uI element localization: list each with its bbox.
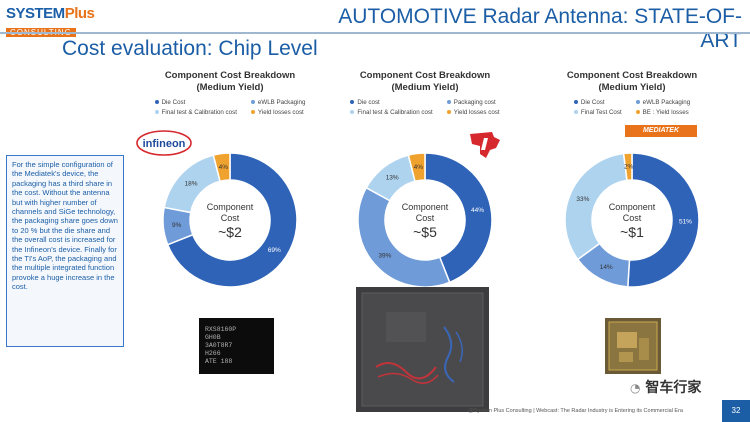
chip-mark-line: RXS8160P [205, 326, 237, 333]
legend-item: eWLB Packaging [635, 98, 690, 108]
legend-swatch [573, 110, 578, 115]
mediatek-chip-photo [605, 318, 661, 374]
center-value: ~$1 [620, 224, 644, 240]
slice-label: 14% [600, 264, 613, 271]
chip-mark-line: H266 [205, 350, 221, 357]
chart-title: Component Cost Breakdown [566, 70, 698, 81]
mediatek-logo: MEDIATEK [625, 125, 697, 137]
legend-swatch [635, 100, 640, 105]
chip-mark-line: ATE 188 [205, 358, 233, 365]
center-label: Component [609, 202, 656, 212]
infineon-chip-photo: RXS8160P GH0B 3A0T8R7 H266 ATE 188 [199, 318, 274, 374]
legend-swatch [573, 100, 578, 105]
chart-subtitle: (Medium Yield) [196, 82, 264, 93]
legend-item: Yield losses cost [446, 108, 500, 118]
legend-swatch [350, 100, 355, 105]
legend-swatch [350, 110, 355, 115]
legend-item: Final Test Cost [573, 108, 622, 118]
pie-slice [626, 152, 700, 288]
chart-mediatek: Component Cost Breakdown (Medium Yield) Di… [532, 70, 732, 288]
legend-item: Die Cost [154, 98, 237, 108]
chart-title: Component Cost Breakdown [359, 70, 491, 81]
legend-swatch [250, 100, 255, 105]
center-label-line2: Cost [416, 213, 435, 223]
legend-item: eWLB Packaging [250, 98, 305, 108]
legend-item: Final test & Calibration cost [350, 108, 433, 118]
chart-infineon: Component Cost Breakdown (Medium Yield) Di… [130, 70, 330, 288]
chart-subtitle: (Medium Yield) [391, 82, 459, 93]
legend-item: Final test & Calibration cost [154, 108, 237, 118]
pie-slice [407, 152, 426, 183]
pie-slice [564, 152, 628, 261]
footer-credit: @System Plus Consulting | Webcast: The R… [468, 408, 683, 414]
slice-label: 9% [172, 222, 182, 229]
slice-label: 39% [378, 252, 391, 259]
slice-label: 13% [386, 175, 399, 182]
legend-item: Die Cost [573, 98, 622, 108]
center-label: Component [402, 202, 449, 212]
chart-title: Component Cost Breakdown [164, 70, 296, 81]
chart-legend: Die Cost eWLB Packaging Final test & Calib… [130, 98, 330, 118]
pie-slice [424, 152, 493, 284]
legend-swatch [154, 100, 159, 105]
chart-legend: Die cost Packaging cost Final test & Calib… [325, 98, 525, 118]
center-label: Component [207, 202, 254, 212]
center-label-line2: Cost [623, 213, 642, 223]
legend-item: Packaging cost [446, 98, 500, 108]
center-value: ~$2 [218, 224, 242, 240]
legend-item: Die cost [350, 98, 432, 108]
pie-slice [166, 152, 298, 288]
legend-swatch [154, 110, 159, 115]
legend-item: BE : Yield losses [635, 108, 690, 118]
logo-main: SYSTEM [6, 5, 65, 22]
note-box: For the simple configuration of the Medi… [6, 155, 124, 347]
slice-label: 4% [219, 164, 229, 171]
legend-swatch [446, 100, 451, 105]
legend-swatch [635, 110, 640, 115]
page-number: 32 [722, 400, 750, 422]
pie-slice [357, 186, 451, 288]
chip-mark-line: GH0B [205, 334, 221, 341]
slice-label: 51% [679, 219, 692, 226]
legend-item: Yield losses cost [250, 108, 305, 118]
slice-label: 69% [268, 247, 281, 254]
header-divider [0, 32, 750, 34]
ti-logo [466, 128, 502, 162]
page-title: Cost evaluation: Chip Level [62, 37, 318, 60]
center-label-line2: Cost [221, 213, 240, 223]
logo-plus: Plus [64, 5, 95, 22]
pie-slice [622, 152, 633, 182]
slice-label: 4% [414, 164, 424, 171]
slice-label: 18% [184, 180, 197, 187]
slice-label: 44% [471, 207, 484, 214]
chart-subtitle: (Medium Yield) [598, 82, 666, 93]
ti-chip-xray-photo [356, 287, 489, 412]
slice-label: 2% [624, 164, 634, 171]
wechat-icon: ◔ [630, 381, 641, 395]
chart-ti: Component Cost Breakdown (Medium Yield) Di… [325, 70, 525, 288]
legend-swatch [446, 110, 451, 115]
banner-title: AUTOMOTIVE Radar Antenna: STATE-OF-ART [338, 5, 742, 52]
slice-label: 33% [576, 196, 589, 203]
legend-swatch [250, 110, 255, 115]
infineon-wordmark: infineon [143, 138, 186, 150]
infineon-logo: infineon [135, 128, 193, 158]
chart-legend: Die Cost eWLB Packaging Final Test Cost BE … [532, 98, 732, 118]
wechat-watermark: ◔ 智车行家 [630, 377, 701, 397]
system-plus-logo: SYSTEMPlus CONSULTING [6, 5, 106, 37]
pie-slice [212, 152, 231, 183]
chip-mark-line: 3A0T8R7 [205, 342, 233, 349]
center-value: ~$5 [413, 224, 437, 240]
wechat-text: 智车行家 [645, 380, 702, 396]
